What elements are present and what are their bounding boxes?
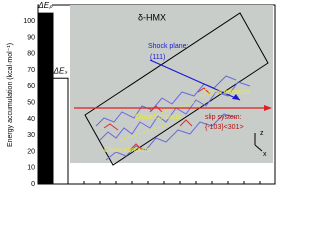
axis-label: x [263,151,267,158]
bar [37,12,54,185]
y-tick-label: 10 [27,165,35,172]
contact-label: Close contacts [204,89,250,96]
contact-lines [119,91,227,141]
slip-system: {-103}<301> [205,124,244,131]
shock-label: Shock plane: [148,43,189,50]
y-axis-label: Energy accumulation (kcal·mol⁻¹) [7,43,14,147]
chart: Energy accumulation (kcal·mol⁻¹) δ-HMX S… [7,1,276,188]
bar-label-box [39,1,52,12]
arrow-head [264,105,272,111]
bar-label-box [54,66,67,77]
inset-image: δ-HMX Shock plane: (111) Close contacts … [70,5,273,166]
y-tick-label: 90 [27,34,35,41]
shock-plane: (111) [150,54,165,61]
y-tick-label: 30 [27,132,35,139]
y-tick-label: 50 [27,99,35,106]
y-tick-label: 70 [27,67,35,74]
axis-label: z [260,130,264,137]
contact-label: Close contacts [104,147,150,154]
contact-label: Close contacts [135,114,181,121]
bar [52,77,69,185]
bar-label: ΔEₚ [37,1,53,10]
shock-arrow [149,59,241,101]
arrow-head [232,94,240,100]
slip-label: slip system: [205,114,242,121]
y-tick-label: 80 [27,51,35,58]
y-tick-label: 20 [27,148,35,155]
y-tick-label: 100 [23,18,35,25]
y-tick-label: 40 [27,116,35,123]
atoms [103,87,211,151]
axis-arrow [254,144,263,152]
slab-outline [84,12,269,166]
bar-label: ΔEₛ [53,66,69,75]
y-tick-label: 60 [27,83,35,90]
inset-title: δ-HMX [138,12,166,22]
y-tick-label: 0 [31,181,35,188]
